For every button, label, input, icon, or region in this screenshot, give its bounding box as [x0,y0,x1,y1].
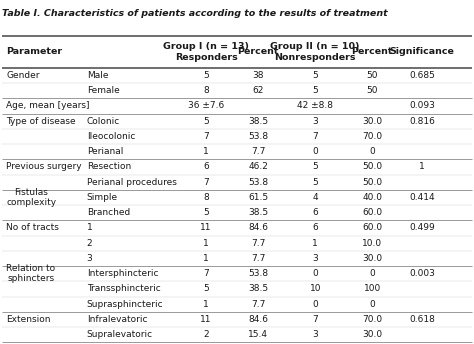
Text: Percent: Percent [237,47,279,56]
Text: 0.414: 0.414 [409,193,435,202]
Text: 30.0: 30.0 [362,330,382,339]
Text: Age, mean [years]: Age, mean [years] [6,101,90,110]
Text: 60.0: 60.0 [362,208,382,217]
Text: 11: 11 [201,223,212,233]
Text: Gender: Gender [6,71,40,80]
Text: Table I. Characteristics of patients according to the results of treatment: Table I. Characteristics of patients acc… [2,9,388,18]
Text: 53.8: 53.8 [248,269,268,278]
Text: 6: 6 [312,223,318,233]
Text: 3: 3 [312,330,318,339]
Text: 100: 100 [364,284,381,293]
Text: 5: 5 [312,71,318,80]
Text: Female: Female [87,86,119,95]
Text: 1: 1 [203,254,209,263]
Text: Relation to
sphincters: Relation to sphincters [6,264,55,283]
Text: Resection: Resection [87,162,131,171]
Text: 1: 1 [203,239,209,248]
Text: Fistulas
complexity: Fistulas complexity [6,188,56,207]
Text: 46.2: 46.2 [248,162,268,171]
Text: 3: 3 [312,254,318,263]
Text: 38.5: 38.5 [248,117,268,126]
Text: 5: 5 [203,208,209,217]
Text: Previous surgery: Previous surgery [6,162,82,171]
Text: 70.0: 70.0 [362,132,382,141]
Text: 10: 10 [310,284,321,293]
Text: 3: 3 [312,117,318,126]
Text: 50.0: 50.0 [362,178,382,187]
Text: 0.499: 0.499 [409,223,435,233]
Text: 53.8: 53.8 [248,178,268,187]
Text: 0.093: 0.093 [409,101,435,110]
Text: 1: 1 [203,147,209,156]
Text: 62: 62 [253,86,264,95]
Text: Perianal: Perianal [87,147,123,156]
Text: Group I (n = 13)
Responders: Group I (n = 13) Responders [163,42,249,62]
Text: 42 ±8.8: 42 ±8.8 [297,101,333,110]
Text: 5: 5 [312,178,318,187]
Text: Infralevatoric: Infralevatoric [87,315,147,324]
Text: 84.6: 84.6 [248,315,268,324]
Text: 5: 5 [203,117,209,126]
Text: 0: 0 [369,300,375,309]
Text: 0.618: 0.618 [409,315,435,324]
Text: Type of disease: Type of disease [6,117,76,126]
Text: Transsphincteric: Transsphincteric [87,284,161,293]
Text: Perianal procedures: Perianal procedures [87,178,177,187]
Text: 8: 8 [203,193,209,202]
Text: Significance: Significance [390,47,454,56]
Text: Percent: Percent [351,47,393,56]
Text: 40.0: 40.0 [362,193,382,202]
Text: 0.816: 0.816 [409,117,435,126]
Text: 11: 11 [201,315,212,324]
Text: 7.7: 7.7 [251,300,265,309]
Text: 5: 5 [312,162,318,171]
Text: 10.0: 10.0 [362,239,382,248]
Text: 7.7: 7.7 [251,147,265,156]
Text: 0: 0 [312,300,318,309]
Text: 2: 2 [87,239,92,248]
Text: 0.003: 0.003 [409,269,435,278]
Text: 5: 5 [203,284,209,293]
Text: 70.0: 70.0 [362,315,382,324]
Text: 3: 3 [87,254,92,263]
Text: 30.0: 30.0 [362,254,382,263]
Text: Ileocolonic: Ileocolonic [87,132,135,141]
Text: 38.5: 38.5 [248,208,268,217]
Text: 7: 7 [203,269,209,278]
Text: 1: 1 [419,162,425,171]
Text: 7: 7 [203,178,209,187]
Text: Suprasphincteric: Suprasphincteric [87,300,164,309]
Text: 5: 5 [203,71,209,80]
Text: Male: Male [87,71,108,80]
Text: 6: 6 [312,208,318,217]
Text: 15.4: 15.4 [248,330,268,339]
Text: 7.7: 7.7 [251,239,265,248]
Text: 2: 2 [203,330,209,339]
Text: Intersphincteric: Intersphincteric [87,269,158,278]
Text: 84.6: 84.6 [248,223,268,233]
Text: 36 ±7.6: 36 ±7.6 [188,101,224,110]
Text: Supralevatoric: Supralevatoric [87,330,153,339]
Text: 1: 1 [87,223,92,233]
Text: 6: 6 [203,162,209,171]
Text: 61.5: 61.5 [248,193,268,202]
Text: 38: 38 [253,71,264,80]
Text: Group II (n = 10)
Nonresponders: Group II (n = 10) Nonresponders [271,42,360,62]
Text: 53.8: 53.8 [248,132,268,141]
Text: No of tracts: No of tracts [6,223,59,233]
Text: 0: 0 [312,147,318,156]
Text: 30.0: 30.0 [362,117,382,126]
Text: 1: 1 [203,300,209,309]
Text: 7.7: 7.7 [251,254,265,263]
Text: 0.685: 0.685 [409,71,435,80]
Text: Colonic: Colonic [87,117,120,126]
Text: 5: 5 [312,86,318,95]
Text: Extension: Extension [6,315,51,324]
Text: 7: 7 [312,132,318,141]
Text: 7: 7 [312,315,318,324]
Text: 50.0: 50.0 [362,162,382,171]
Text: 1: 1 [312,239,318,248]
Text: 8: 8 [203,86,209,95]
Text: 0: 0 [369,269,375,278]
Text: Parameter: Parameter [6,47,62,56]
